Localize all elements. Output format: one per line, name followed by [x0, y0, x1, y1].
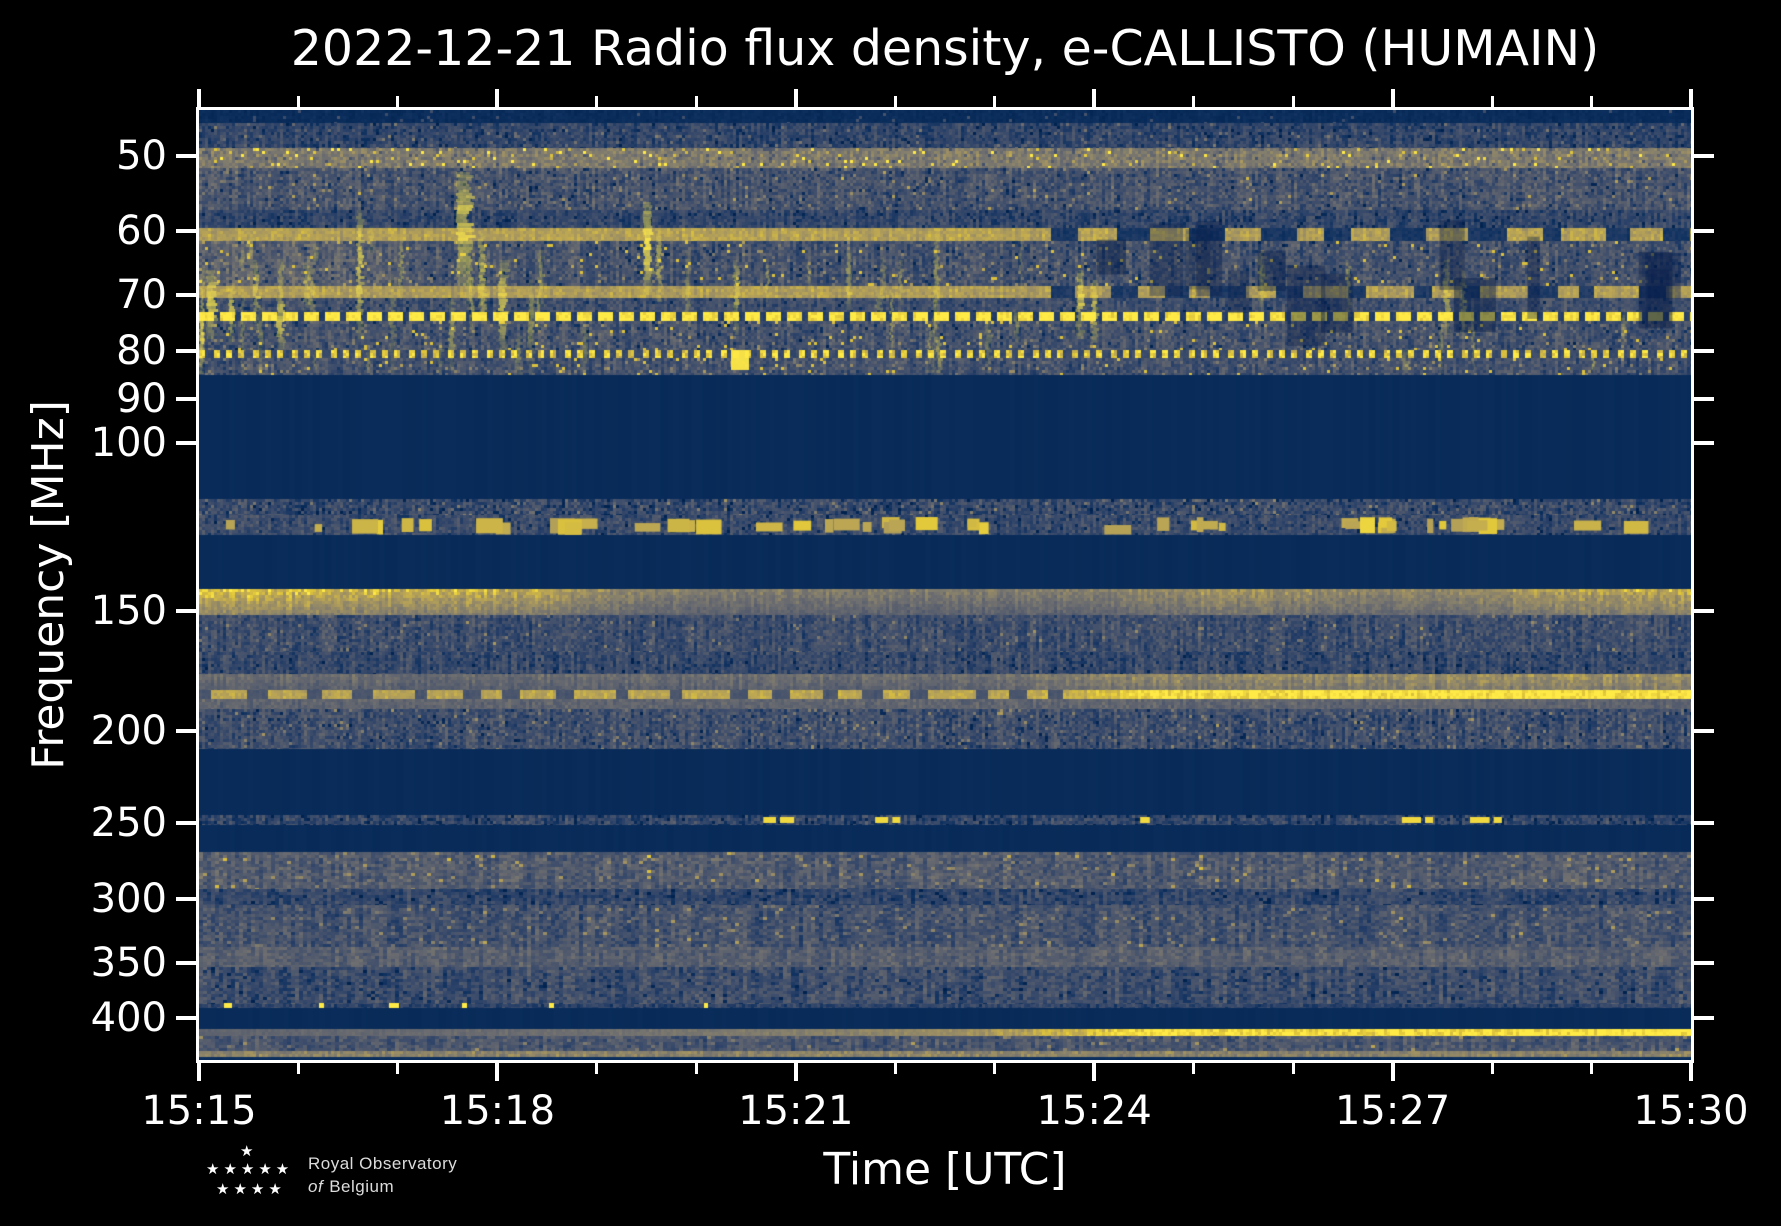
logo-star-row: ★: [240, 1142, 258, 1160]
y-major-tick: [176, 961, 196, 966]
y-major-tick: [176, 728, 196, 733]
logo-star-row: ★★★★: [216, 1180, 286, 1198]
y-tick-label: 50: [116, 132, 167, 179]
y-major-tick-right: [1694, 348, 1714, 353]
x-minor-tick-top: [1291, 96, 1295, 107]
x-minor-tick-top: [694, 96, 698, 107]
x-minor-tick-top: [1490, 96, 1494, 107]
y-tick-label: 150: [90, 588, 167, 635]
logo-belgium-word: Belgium: [329, 1177, 395, 1196]
x-tick-label: 15:15: [141, 1088, 257, 1134]
x-major-tick-top: [1689, 89, 1693, 107]
y-major-tick-right: [1694, 728, 1714, 733]
y-tick-label: 400: [90, 995, 167, 1042]
x-minor-tick: [694, 1063, 698, 1074]
x-tick-label: 15:18: [439, 1088, 556, 1134]
y-major-tick-right: [1694, 1016, 1714, 1021]
x-minor-tick-top: [595, 96, 599, 107]
x-minor-tick: [993, 1063, 997, 1074]
x-minor-tick-top: [1590, 96, 1594, 107]
y-tick-label: 200: [90, 707, 167, 754]
y-major-tick: [176, 821, 196, 826]
x-axis-label: Time [UTC]: [823, 1144, 1067, 1195]
y-tick-label: 350: [90, 940, 167, 987]
x-major-tick-top: [793, 89, 798, 107]
y-tick-label: 300: [90, 876, 167, 923]
x-tick-label: 15:30: [1633, 1088, 1749, 1134]
y-major-tick-right: [1694, 897, 1714, 902]
x-minor-tick-top: [1192, 96, 1196, 107]
y-major-tick-right: [1694, 609, 1714, 614]
x-minor-tick: [396, 1063, 400, 1074]
x-major-tick-top: [1390, 89, 1395, 107]
y-major-tick-right: [1694, 397, 1714, 402]
spectrogram-heatmap: [199, 110, 1691, 1060]
y-major-tick-right: [1694, 821, 1714, 826]
x-major-tick: [495, 1063, 500, 1081]
logo-of-word: of: [308, 1177, 324, 1196]
x-minor-tick-top: [993, 96, 997, 107]
y-major-tick-right: [1694, 293, 1714, 298]
x-minor-tick: [595, 1063, 599, 1074]
y-major-tick-right: [1694, 961, 1714, 966]
x-major-tick: [197, 1063, 201, 1081]
y-major-tick-right: [1694, 441, 1714, 446]
y-axis-label: Frequency [MHz]: [23, 400, 74, 770]
y-tick-label: 100: [90, 420, 167, 467]
x-minor-tick-top: [396, 96, 400, 107]
y-major-tick: [176, 153, 196, 158]
x-major-tick: [793, 1063, 798, 1081]
x-tick-label: 15:27: [1334, 1088, 1451, 1134]
y-major-tick: [176, 609, 196, 614]
x-major-tick: [1689, 1063, 1693, 1081]
y-major-tick-right: [1694, 229, 1714, 234]
x-minor-tick: [1590, 1063, 1594, 1074]
logo-star-row: ★★★★★: [206, 1160, 294, 1178]
x-minor-tick: [296, 1063, 300, 1074]
x-major-tick-top: [1092, 89, 1097, 107]
y-major-tick: [176, 229, 196, 234]
y-major-tick: [176, 348, 196, 353]
y-major-tick-right: [1694, 153, 1714, 158]
y-tick-label: 90: [116, 376, 167, 423]
y-major-tick: [176, 897, 196, 902]
logo-org-name: Royal Observatory: [308, 1154, 458, 1173]
plot-area: [196, 107, 1694, 1063]
x-minor-tick: [893, 1063, 897, 1074]
x-tick-label: 15:24: [1036, 1088, 1152, 1134]
y-tick-label: 70: [116, 272, 167, 319]
x-minor-tick: [1192, 1063, 1196, 1074]
x-minor-tick-top: [296, 96, 300, 107]
x-minor-tick: [1291, 1063, 1295, 1074]
y-tick-label: 60: [116, 208, 167, 255]
y-major-tick: [176, 441, 196, 446]
y-tick-label: 80: [116, 327, 167, 374]
y-major-tick: [176, 1016, 196, 1021]
x-minor-tick-top: [893, 96, 897, 107]
y-tick-label: 250: [90, 800, 167, 847]
x-major-tick: [1092, 1063, 1097, 1081]
logo-org-country: of Belgium: [308, 1177, 394, 1197]
x-major-tick-top: [197, 89, 201, 107]
x-minor-tick: [1490, 1063, 1494, 1074]
x-major-tick-top: [495, 89, 500, 107]
x-major-tick: [1390, 1063, 1395, 1081]
y-major-tick: [176, 397, 196, 402]
y-major-tick: [176, 293, 196, 298]
plot-title: 2022-12-21 Radio flux density, e-CALLIST…: [290, 20, 1600, 77]
x-tick-label: 15:21: [738, 1088, 854, 1134]
